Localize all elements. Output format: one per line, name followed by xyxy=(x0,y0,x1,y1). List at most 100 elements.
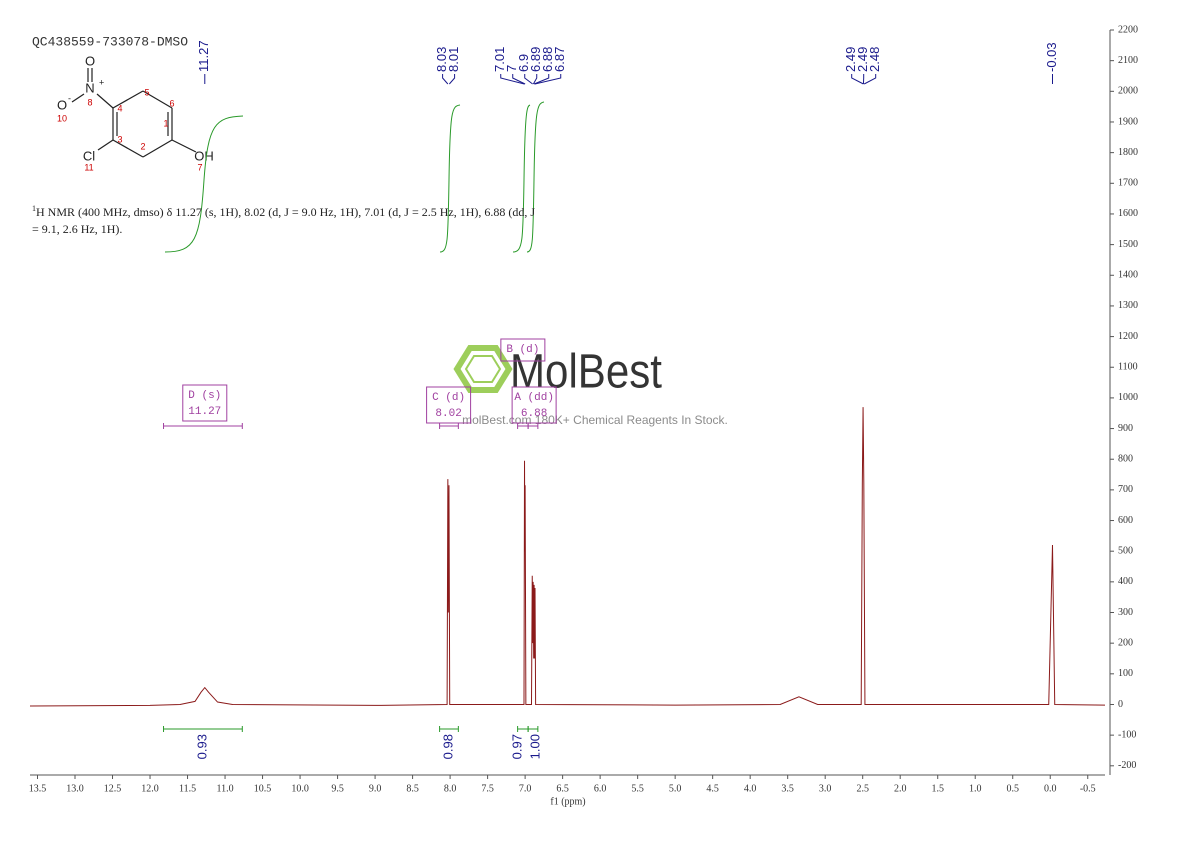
description-sup: 1 xyxy=(32,204,36,213)
bond xyxy=(112,139,144,158)
peak-connector xyxy=(442,74,449,85)
integral-curve xyxy=(526,101,545,253)
x-tick-label: 5.5 xyxy=(631,783,644,794)
multiplet-box xyxy=(511,386,557,424)
y-tick-label: 600 xyxy=(1118,515,1133,526)
y-tick-label: 1200 xyxy=(1118,331,1138,342)
integral-curve xyxy=(164,115,244,253)
x-tick-label: 11.5 xyxy=(179,783,196,794)
integral-label: 0.93 xyxy=(194,734,209,759)
logo xyxy=(453,345,513,393)
integral-range xyxy=(163,726,243,732)
peak-label: 6.88 xyxy=(540,47,555,72)
atom: N xyxy=(85,80,94,95)
atom: O xyxy=(57,97,67,112)
y-tick-label: 1000 xyxy=(1118,392,1138,403)
peak-label: 2.49 xyxy=(843,47,858,72)
y-tick-label: 1400 xyxy=(1118,270,1138,281)
multiplet-shift: 6.88 xyxy=(521,408,547,420)
peak-connector xyxy=(524,74,533,85)
multiplet-name: B (d) xyxy=(506,344,539,356)
x-tick-label: 7.0 xyxy=(519,783,532,794)
multiplet-name: C (d) xyxy=(432,392,465,404)
x-tick-label: 0.5 xyxy=(1006,783,1019,794)
atom-number: 2 xyxy=(140,141,145,151)
multiplet-name: A (dd) xyxy=(514,392,554,404)
peak-label: 6.9 xyxy=(516,54,531,72)
x-tick-label: 8.0 xyxy=(444,783,457,794)
x-tick-label: 5.0 xyxy=(669,783,682,794)
y-tick-label: -100 xyxy=(1118,729,1136,740)
x-tick-label: 10.5 xyxy=(254,783,272,794)
y-tick-label: 1500 xyxy=(1118,239,1138,250)
bond xyxy=(71,93,85,103)
y-tick-label: 2200 xyxy=(1118,24,1138,35)
x-tick-label: 10.0 xyxy=(291,783,309,794)
atom-labels: O N + O - Cl OH xyxy=(57,53,214,163)
integral-curve xyxy=(512,104,531,253)
integral-range xyxy=(527,726,539,732)
y-tick-label: 500 xyxy=(1118,545,1133,556)
bond xyxy=(171,139,197,153)
peak-connector xyxy=(500,74,525,85)
watermark: MolBest molBest.com 180K+ Chemical Reage… xyxy=(453,345,728,427)
bond xyxy=(97,139,114,151)
x-tick-label: 6.5 xyxy=(556,783,569,794)
y-tick-label: 2100 xyxy=(1118,55,1138,66)
x-tick-label: -0.5 xyxy=(1080,783,1096,794)
atom-numbers: 1 2 3 4 5 6 7 8 10 11 xyxy=(57,87,203,172)
description-line: = 9.1, 2.6 Hz, 1H). xyxy=(32,222,122,236)
y-tick-label: 1600 xyxy=(1118,208,1138,219)
peak-connector xyxy=(863,74,877,85)
atom-number: 11 xyxy=(84,162,93,172)
bond xyxy=(112,90,144,109)
x-tick-label: 1.0 xyxy=(969,783,982,794)
chart-title: QC438559-733078-DMSO xyxy=(32,34,188,49)
peak-label: -0.03 xyxy=(1044,42,1059,72)
logo xyxy=(464,355,502,383)
y-tick-label: 1900 xyxy=(1118,116,1138,127)
atom-number: 3 xyxy=(117,134,122,144)
x-tick-label: 13.0 xyxy=(66,783,84,794)
molecule xyxy=(71,68,197,158)
integral-range xyxy=(439,726,459,732)
integral-range xyxy=(517,726,529,732)
atom-number: 6 xyxy=(169,98,174,108)
x-tick-label: 12.0 xyxy=(141,783,159,794)
peak-label: 8.03 xyxy=(434,47,449,72)
multiplet-box xyxy=(182,384,228,422)
atom-number: 8 xyxy=(87,97,92,107)
x-tick-label: 4.0 xyxy=(744,783,757,794)
y-tick-label: 800 xyxy=(1118,454,1133,465)
x-tick-label: 2.0 xyxy=(894,783,907,794)
charge: + xyxy=(99,77,104,87)
peak-label: 11.27 xyxy=(196,40,211,72)
multiplet-shift: 11.27 xyxy=(188,406,221,418)
y-tick-label: 2000 xyxy=(1118,86,1138,97)
x-tick-label: 3.5 xyxy=(781,783,794,794)
y-tick-label: 200 xyxy=(1118,637,1133,648)
integral-label: 1.00 xyxy=(527,734,542,759)
atom-number: 7 xyxy=(197,162,202,172)
y-tick-label: 1300 xyxy=(1118,300,1138,311)
x-tick-label: 13.5 xyxy=(29,783,47,794)
y-tick-label: 100 xyxy=(1118,668,1133,679)
multiplet-box xyxy=(426,386,472,424)
watermark-brand: MolBest xyxy=(510,346,662,399)
y-tick-label: 900 xyxy=(1118,423,1133,434)
x-tick-label: 3.0 xyxy=(819,783,832,794)
x-tick-label: 12.5 xyxy=(104,783,122,794)
charge: - xyxy=(68,93,71,103)
y-tick-label: 1800 xyxy=(1118,147,1138,158)
peak-label: 7.01 xyxy=(492,47,507,72)
atom: OH xyxy=(194,148,214,163)
y-tick-label: -200 xyxy=(1118,760,1136,771)
atom-number: 4 xyxy=(117,103,122,113)
peak-connector xyxy=(534,74,562,85)
peak-connector xyxy=(512,74,526,85)
peak-connector xyxy=(532,74,538,85)
description: 1H NMR (400 MHz, dmso) δ 11.27 (s, 1H), … xyxy=(32,204,535,219)
x-tick-label: 9.5 xyxy=(331,783,344,794)
multiplet-range xyxy=(439,423,459,429)
